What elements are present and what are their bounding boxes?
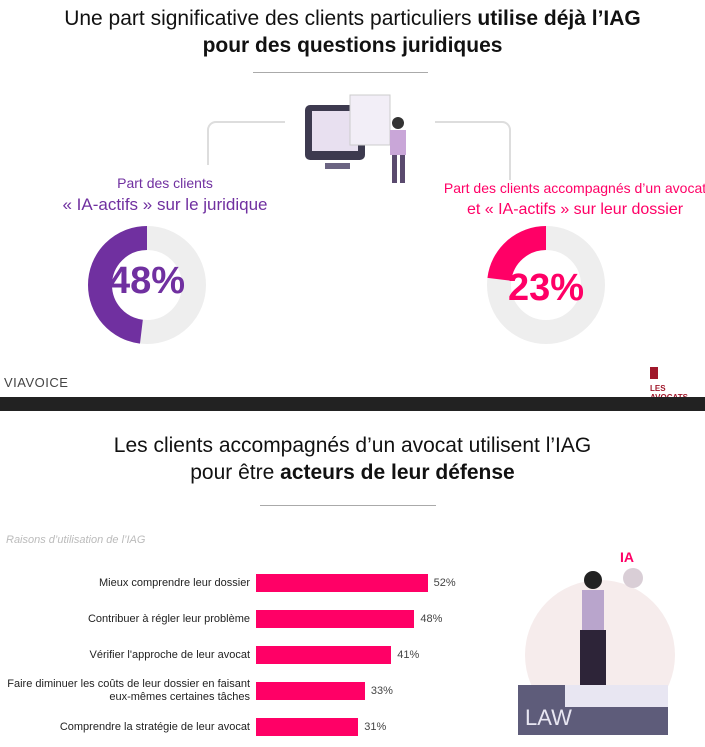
bar [256,610,415,628]
bar-value: 52% [433,577,456,589]
right-label: Part des clients accompagnés d’un avocat… [443,180,705,218]
bar [256,682,365,700]
bar-value: 31% [364,721,387,733]
section1-title: Une part significative des clients parti… [64,7,641,57]
donut-left [88,226,206,344]
bar-label: Vérifier l'approche de leur avocat [89,649,250,661]
donut-right [487,226,605,344]
ia-label: IA [620,549,634,565]
bar-value: 41% [397,649,420,661]
donut-left-arc [88,226,206,344]
bar-label: Faire diminuer les coûts de leur dossier… [7,678,250,703]
computer-person-illustration [305,94,406,183]
divider [253,72,428,73]
viavoice-logo: VIAVOICE [4,375,69,390]
bar-value: 48% [420,613,443,625]
law-text: LAW [525,705,572,730]
right-value: 23% [507,267,585,309]
chart-title: Raisons d’utilisation de l’IAG [6,534,146,546]
donut-right-arc [487,226,605,344]
law-illustration: IA LAW [518,549,675,735]
bar [256,646,392,664]
bar-label: Mieux comprendre leur dossier [98,577,250,589]
bar-label: Comprendre la stratégie de leur avocat [59,721,250,733]
section-divider-band [0,397,705,411]
left-label: Part des clients « IA-actifs » sur le jur… [62,175,268,214]
bar [256,718,359,736]
illustration-connector [207,94,511,183]
divider [260,505,436,506]
bar-value: 33% [370,685,393,697]
section2-title: Les clients accompagnés d’un avocat util… [113,434,592,484]
bar [256,574,428,592]
bar-label: Contribuer à régler leur problème [87,613,250,625]
left-value: 48% [108,260,186,302]
